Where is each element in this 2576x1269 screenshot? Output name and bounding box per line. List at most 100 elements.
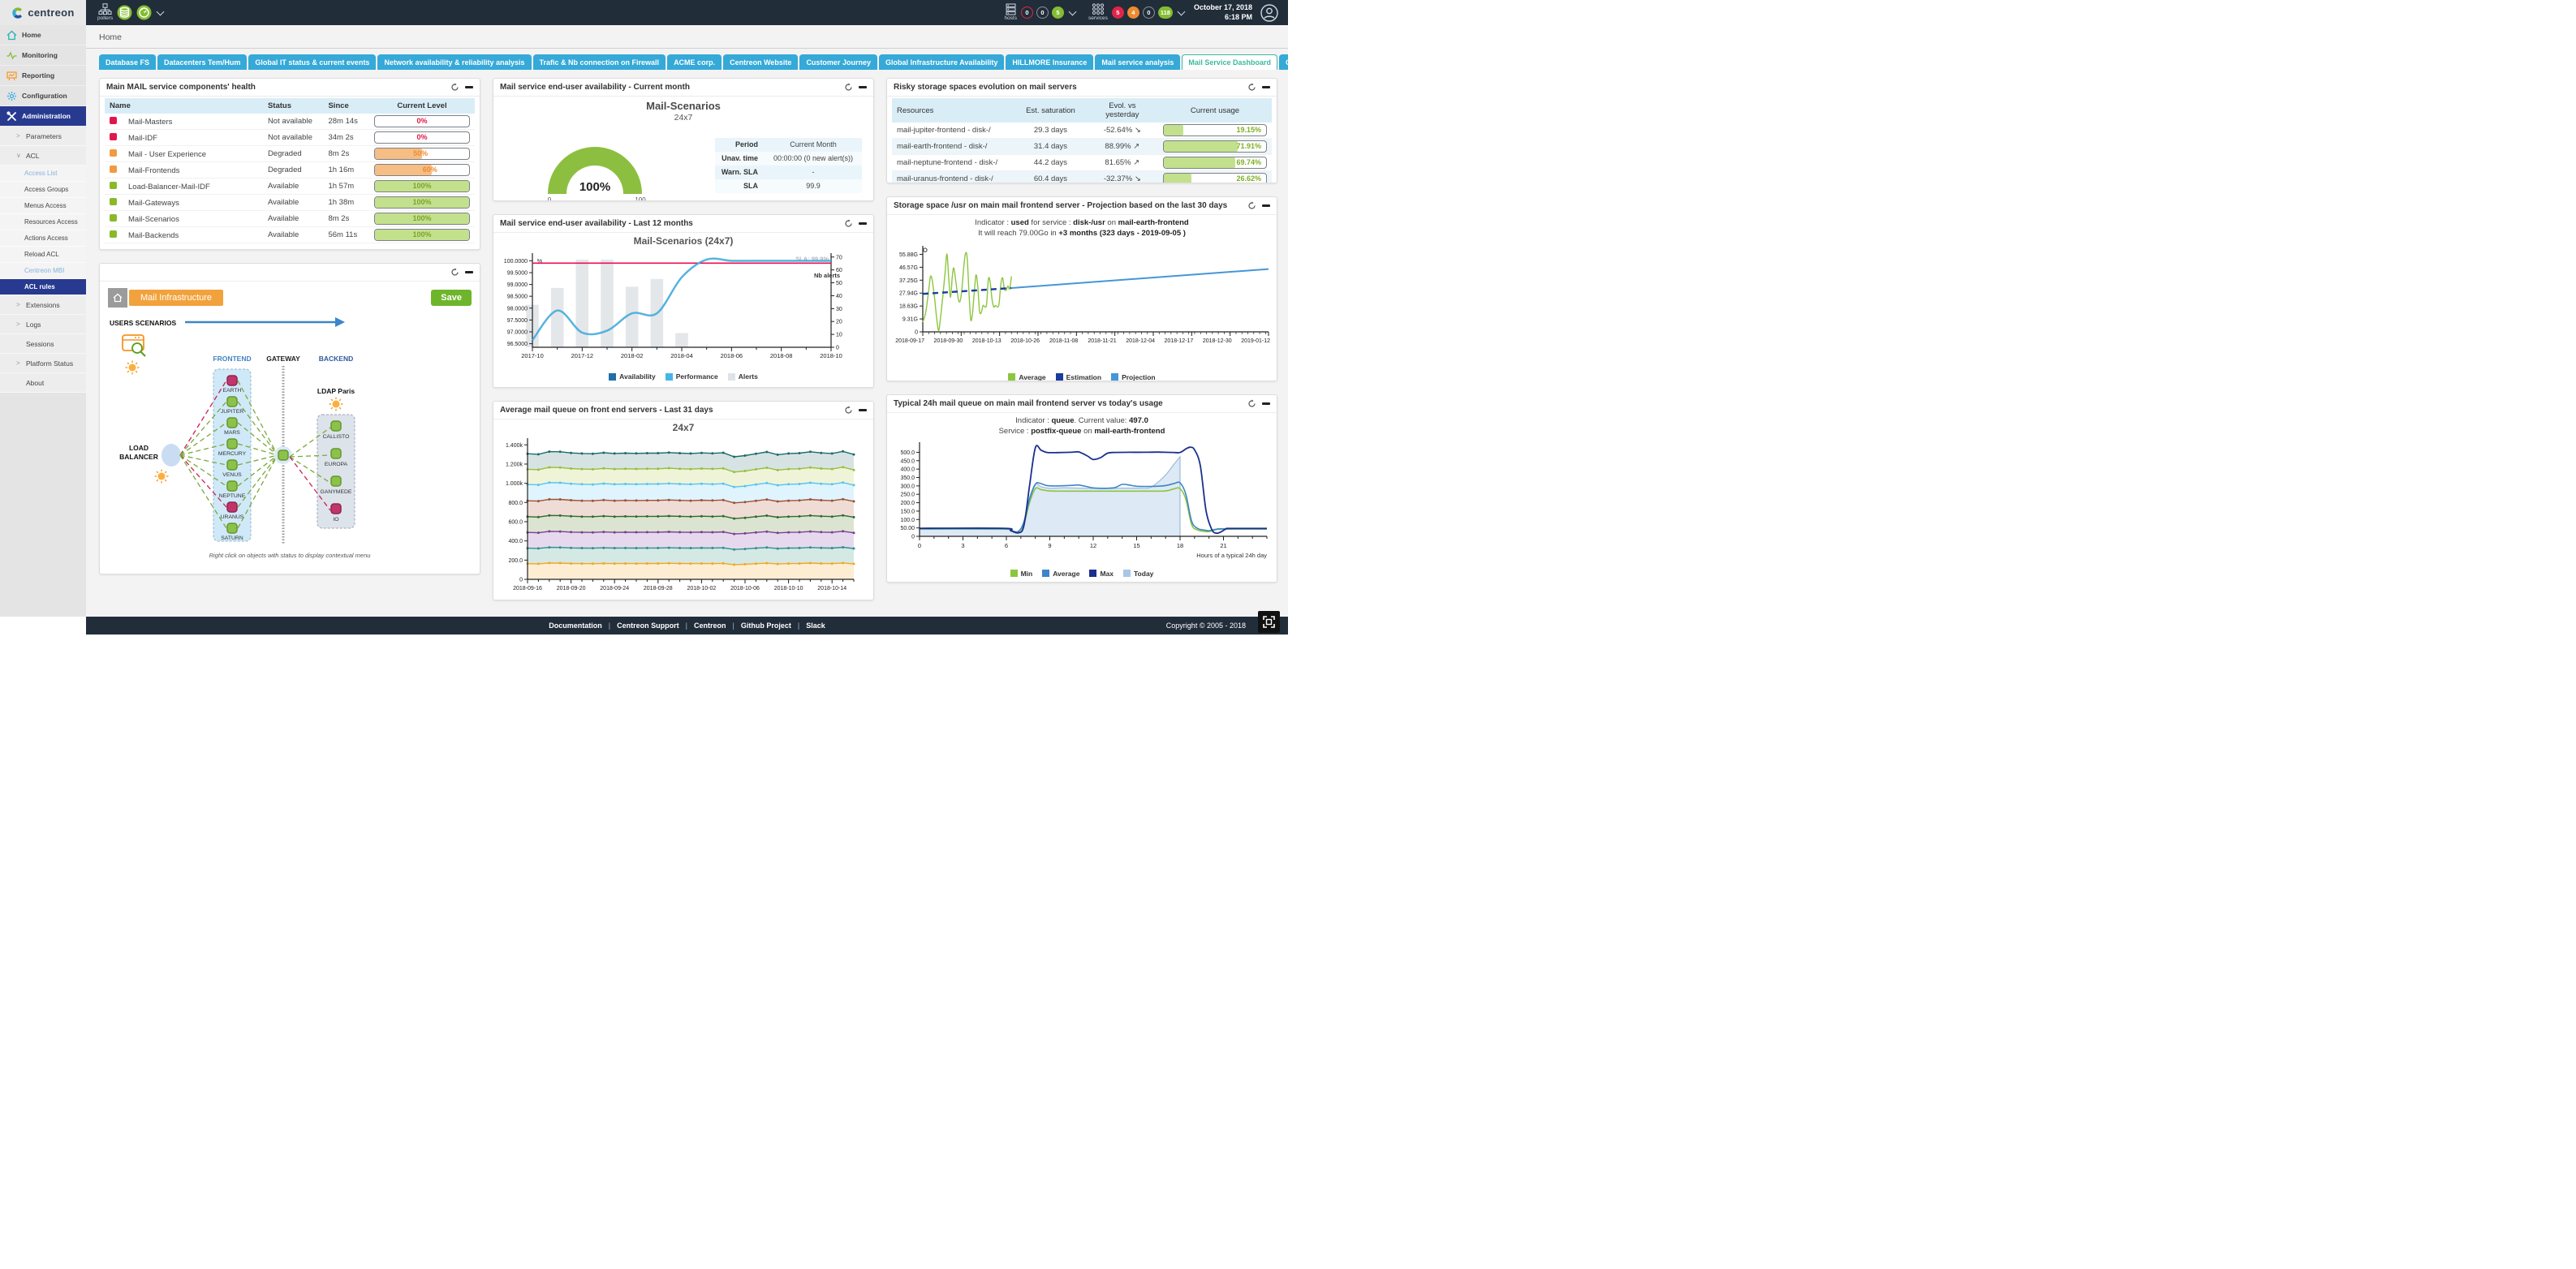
gauge-subtitle: 24x7	[674, 113, 693, 123]
centreon-logo[interactable]: centreon	[0, 0, 86, 25]
sidebar-item-reload-acl[interactable]: Reload ACL	[0, 247, 86, 263]
tab-global-infrastructure-availability[interactable]: Global Infrastructure Availability	[878, 54, 1005, 70]
sidebar-item-access-groups[interactable]: Access Groups	[0, 182, 86, 198]
sidebar-item-acl-rules[interactable]: ACL rules	[0, 279, 86, 295]
map-title-ribbon[interactable]: Mail Infrastructure	[129, 290, 224, 306]
sidebar-item-label: Administration	[22, 112, 71, 120]
service-name[interactable]: Load-Balancer-Mail-IDF	[128, 182, 210, 191]
headline-segment: mail-earth-frontend	[1094, 426, 1165, 436]
hosts-badge[interactable]: 0	[1036, 6, 1049, 19]
sidebar-item-reporting[interactable]: Reporting	[0, 66, 86, 86]
tab-global-it-status-current-events[interactable]: Global IT status & current events	[248, 54, 377, 70]
map-home-icon[interactable]	[108, 288, 127, 308]
sidebar-item-menus-access[interactable]: Menus Access	[0, 198, 86, 214]
services-badge[interactable]: 5	[1111, 6, 1124, 19]
tab-database-fs[interactable]: Database FS	[99, 54, 157, 70]
services-chevron-down-icon[interactable]	[1177, 7, 1186, 15]
footer-link-slack[interactable]: Slack	[806, 622, 825, 630]
sidebar-item-label: Extensions	[26, 300, 60, 309]
hosts-chevron-down-icon[interactable]	[1068, 7, 1077, 15]
refresh-icon[interactable]	[1247, 399, 1256, 408]
service-name[interactable]: Mail-Masters	[128, 117, 173, 127]
refresh-icon[interactable]	[844, 219, 853, 228]
risky-resource[interactable]: mail-neptune-frontend - disk-/	[892, 154, 1015, 171]
service-name[interactable]: Mail-Frontends	[128, 166, 180, 175]
infrastructure-diagram[interactable]: USERS SCENARIOS FRONTEND GATEWAY BACKEND LDA…	[100, 308, 480, 552]
refresh-icon[interactable]	[844, 406, 853, 415]
service-name[interactable]: Mail-IDF	[128, 133, 157, 143]
sidebar-item-acl[interactable]: ∨ ACL	[0, 146, 86, 166]
service-name[interactable]: Mail - User Experience	[128, 149, 207, 159]
minimize-icon[interactable]	[1262, 402, 1270, 405]
refresh-icon[interactable]	[1247, 201, 1256, 210]
sidebar-item-about[interactable]: About	[0, 373, 86, 393]
tab-datacenters-tem-hum[interactable]: Datacenters Tem/Hum	[157, 54, 248, 70]
services-badge[interactable]: 0	[1142, 6, 1155, 19]
minimize-icon[interactable]	[465, 271, 473, 273]
database-status-icon[interactable]	[117, 5, 132, 20]
latency-status-icon[interactable]	[136, 5, 152, 20]
user-avatar-icon[interactable]	[1260, 3, 1278, 22]
sidebar-item-monitoring[interactable]: Monitoring	[0, 45, 86, 66]
risky-resource[interactable]: mail-earth-frontend - disk-/	[892, 138, 1015, 155]
minimize-icon[interactable]	[465, 86, 473, 88]
svg-text:98.0000: 98.0000	[507, 306, 528, 312]
minimize-icon[interactable]	[859, 86, 867, 88]
tab-network-availability-reliability-analysis[interactable]: Network availability & reliability analy…	[377, 54, 532, 70]
svg-text:400.0: 400.0	[900, 467, 915, 472]
refresh-icon[interactable]	[844, 83, 853, 92]
sidebar-item-extensions[interactable]: > Extensions	[0, 295, 86, 315]
sidebar-item-platform-status[interactable]: > Platform Status	[0, 354, 86, 373]
tab-hillmore-insurance[interactable]: HILLMORE Insurance	[1006, 54, 1094, 70]
sidebar-item-home[interactable]: Home	[0, 25, 86, 45]
risky-resource[interactable]: mail-jupiter-frontend - disk-/	[892, 123, 1015, 139]
fullscreen-button[interactable]	[1258, 611, 1280, 633]
risky-resource[interactable]: mail-uranus-frontend - disk-/	[892, 170, 1015, 183]
minimize-icon[interactable]	[859, 409, 867, 411]
sidebar-item-configuration[interactable]: Configuration	[0, 86, 86, 106]
tab-mail-service-analysis[interactable]: Mail service analysis	[1095, 54, 1181, 70]
pollers-chevron-down-icon[interactable]	[156, 7, 165, 15]
service-name[interactable]: Mail-Backends	[128, 230, 179, 240]
refresh-icon[interactable]	[450, 268, 459, 277]
breadcrumb[interactable]: Home	[99, 32, 123, 42]
sidebar-item-label: Menus Access	[24, 202, 67, 209]
svg-text:15: 15	[1133, 542, 1139, 549]
sidebar-item-access-list[interactable]: Access List	[0, 166, 86, 182]
pollers-group[interactable]: pollers	[97, 3, 165, 22]
refresh-icon[interactable]	[1247, 83, 1256, 92]
hosts-badge[interactable]: 0	[1021, 6, 1033, 19]
sidebar-item-sessions[interactable]: Sessions	[0, 334, 86, 354]
tab-centreon-website[interactable]: Centreon Website	[723, 54, 799, 70]
sidebar-item-actions-access[interactable]: Actions Access	[0, 230, 86, 247]
services-status-group[interactable]: services 5 4 0 118	[1088, 3, 1186, 22]
sidebar-item-administration[interactable]: Administration	[0, 106, 86, 127]
save-button[interactable]: Save	[431, 290, 472, 306]
availability-chart: 96.5000 97.0000 97.5000 98.0000 98.5000 99.00…	[493, 247, 873, 371]
sidebar-item-parameters[interactable]: > Parameters	[0, 127, 86, 146]
footer-link-github-project[interactable]: Github Project	[740, 622, 791, 630]
hosts-badge[interactable]: 5	[1052, 6, 1064, 19]
footer-link-documentation[interactable]: Documentation	[549, 622, 602, 630]
footer-link-centreon-support[interactable]: Centreon Support	[617, 622, 679, 630]
tab-customer-journey[interactable]: Customer Journey	[799, 54, 877, 70]
sidebar-item-resources-access[interactable]: Resources Access	[0, 214, 86, 230]
tab-mail-service-dashboard[interactable]: Mail Service Dashboard	[1182, 54, 1277, 70]
tab-open-tickets[interactable]: Open Tickets	[1278, 54, 1288, 70]
sidebar-item-logs[interactable]: > Logs	[0, 315, 86, 334]
svg-text:96.5000: 96.5000	[507, 342, 528, 347]
services-badge[interactable]: 4	[1126, 6, 1139, 19]
chevron-right-icon: >	[16, 132, 20, 140]
footer-link-centreon[interactable]: Centreon	[693, 622, 726, 630]
minimize-icon[interactable]	[1262, 86, 1270, 88]
sidebar-item-centreon-mbi[interactable]: Centreon MBI	[0, 263, 86, 279]
tab-trafic-nb-connection-on-firewall[interactable]: Trafic & Nb connection on Firewall	[532, 54, 666, 70]
service-name[interactable]: Mail-Gateways	[128, 198, 179, 208]
minimize-icon[interactable]	[859, 222, 867, 225]
minimize-icon[interactable]	[1262, 204, 1270, 207]
refresh-icon[interactable]	[450, 83, 459, 92]
tab-acme-corp-[interactable]: ACME corp.	[667, 54, 722, 70]
services-badge[interactable]: 118	[1157, 6, 1173, 19]
service-name[interactable]: Mail-Scenarios	[128, 214, 179, 224]
